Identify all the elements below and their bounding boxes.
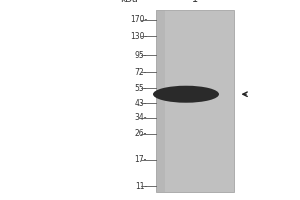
- Text: kDa: kDa: [120, 0, 138, 4]
- Text: 11-: 11-: [135, 182, 147, 191]
- Text: 26-: 26-: [135, 129, 147, 138]
- Bar: [156, 10, 165, 192]
- Bar: [156, 10, 234, 192]
- Ellipse shape: [153, 86, 219, 103]
- Text: 95-: 95-: [134, 51, 147, 60]
- Text: 17-: 17-: [135, 155, 147, 164]
- Text: 55-: 55-: [134, 84, 147, 93]
- Text: 170-: 170-: [130, 15, 147, 24]
- Text: 43-: 43-: [134, 99, 147, 108]
- Text: 130-: 130-: [130, 32, 147, 41]
- Text: 34-: 34-: [134, 113, 147, 122]
- Text: 72-: 72-: [135, 68, 147, 77]
- Text: 1: 1: [192, 0, 198, 4]
